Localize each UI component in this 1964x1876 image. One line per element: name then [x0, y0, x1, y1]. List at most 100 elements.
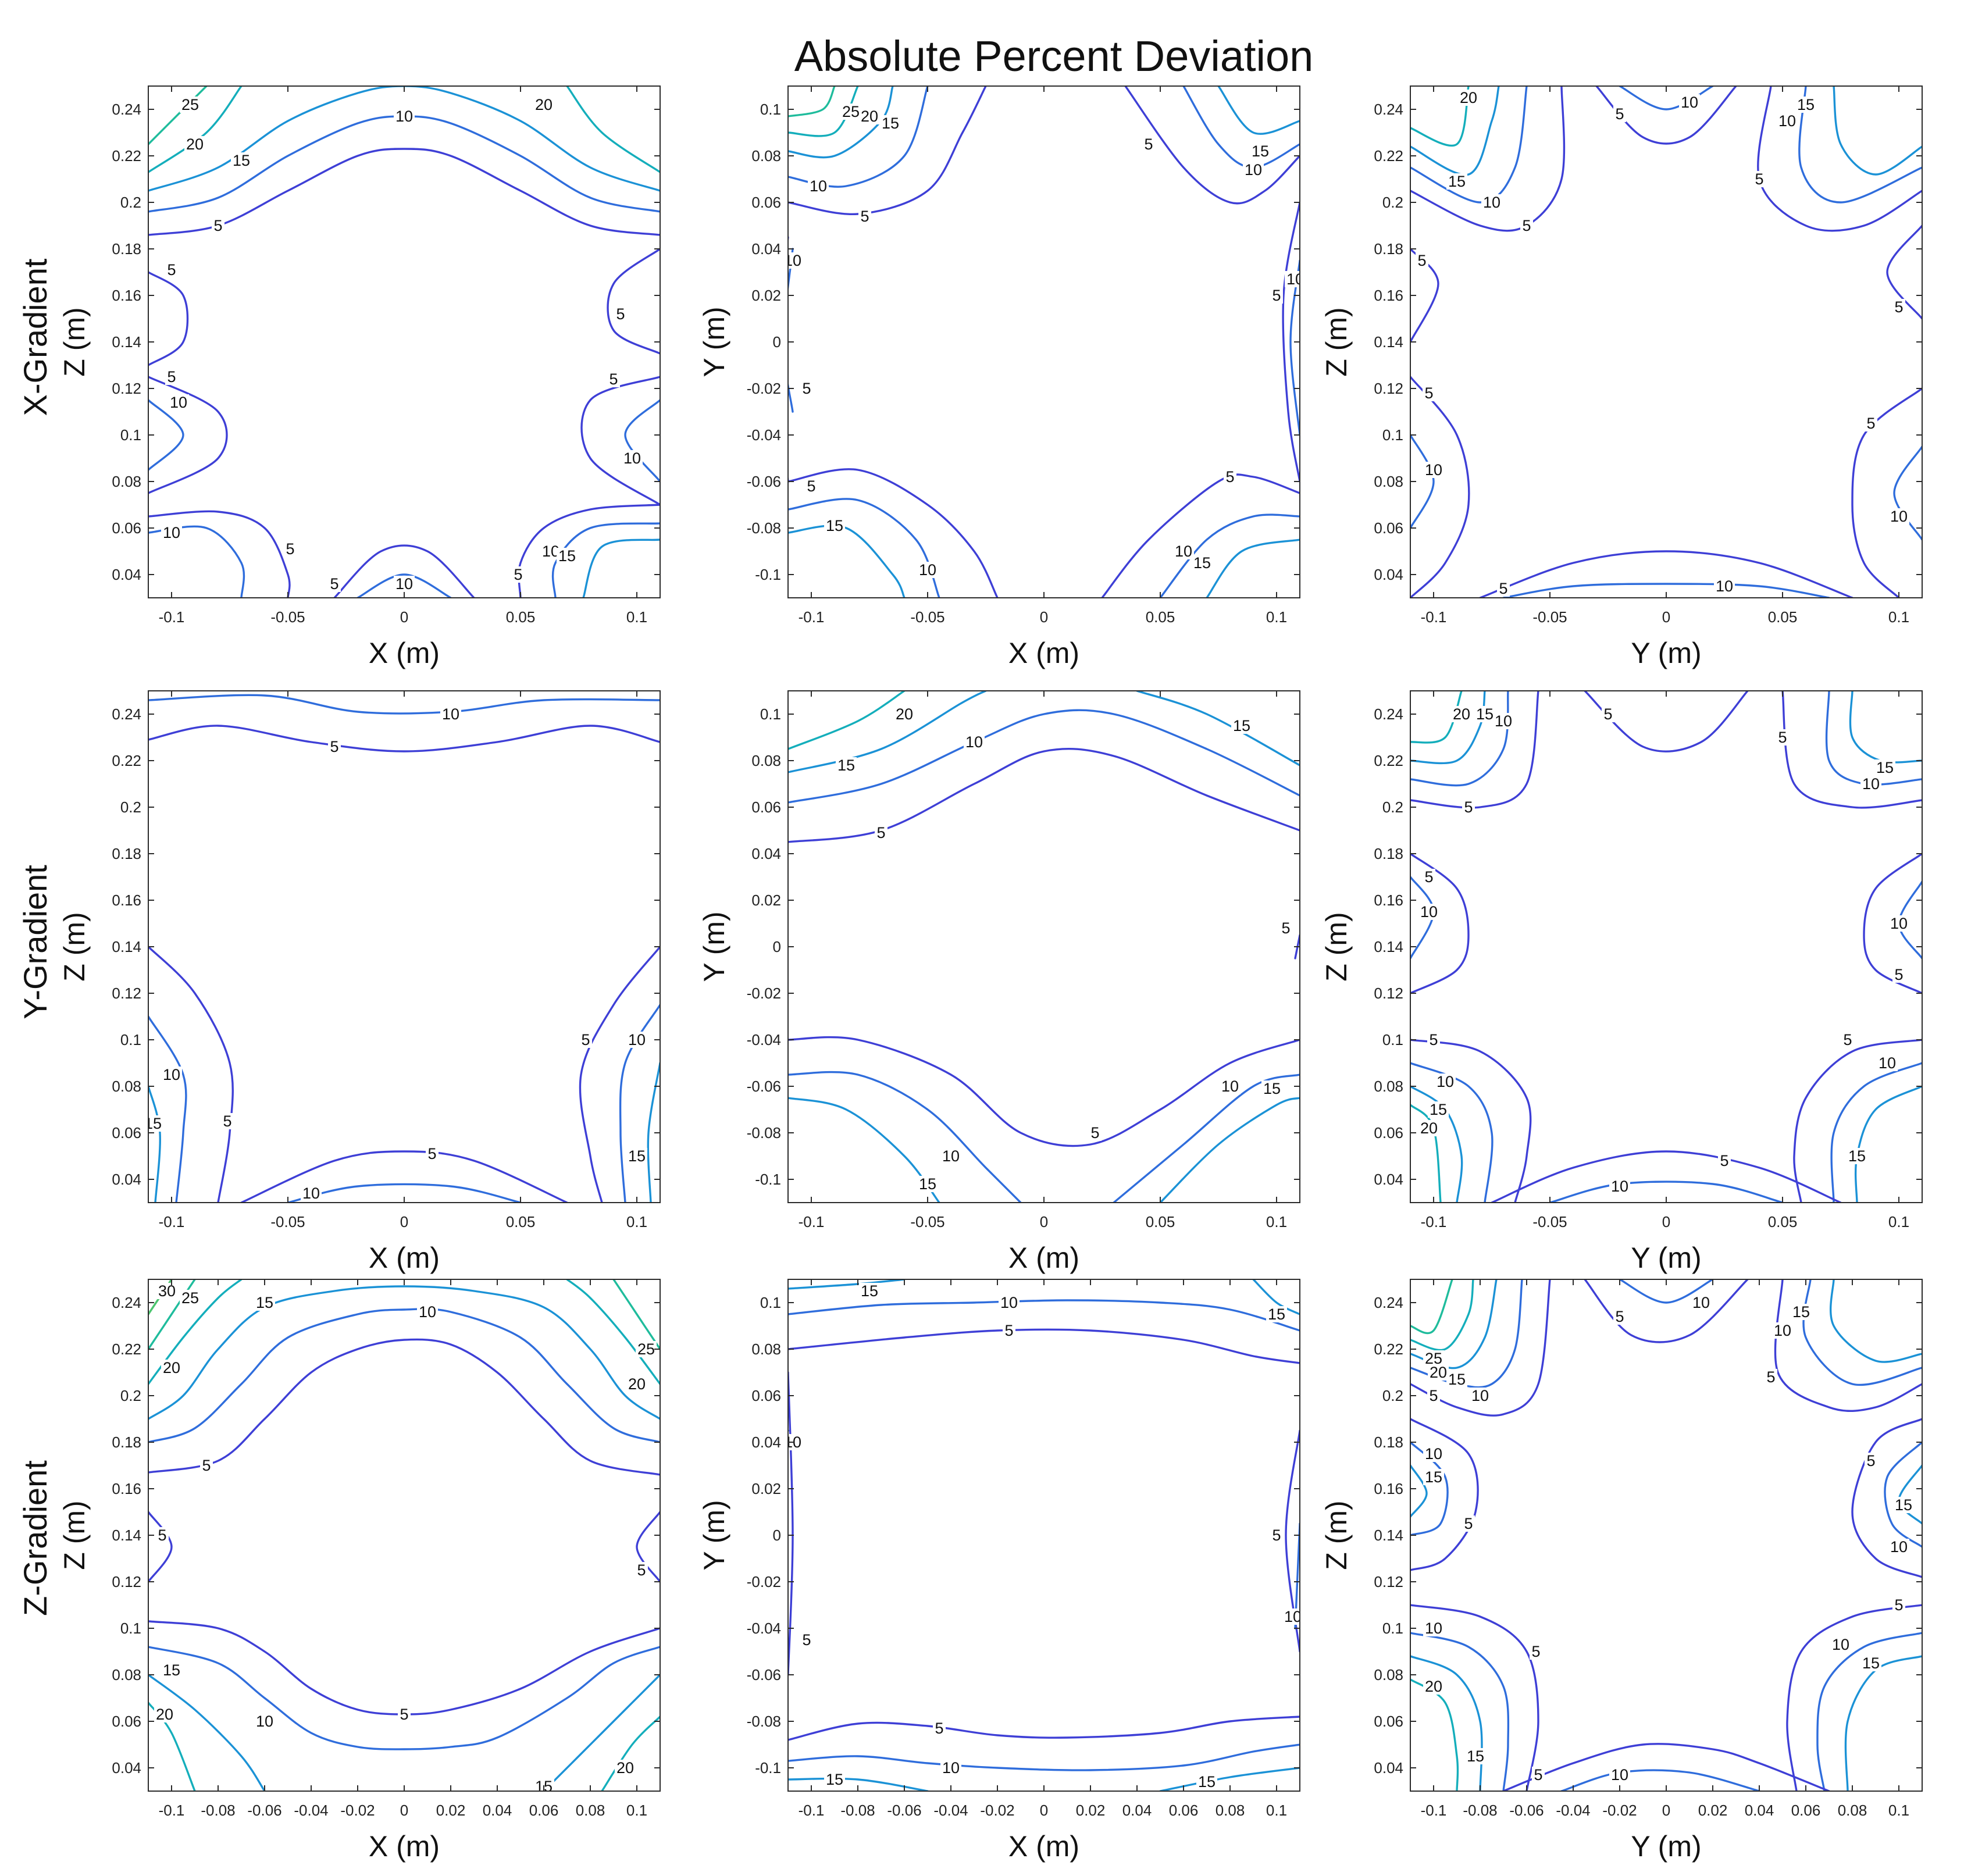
contour-label: 5: [935, 1720, 943, 1737]
contour-line-5: [1124, 86, 1300, 205]
x-tick-label: -0.04: [933, 1802, 968, 1819]
contour-line-10: [357, 573, 452, 598]
contour-line-10: [1893, 445, 1922, 541]
contour-label-bg: [1874, 759, 1895, 776]
contour-label: 10: [1420, 903, 1438, 921]
x-axis-label: Y (m): [1631, 1830, 1701, 1863]
contour-line-5: [788, 1328, 1300, 1364]
contour-label: 10: [170, 394, 187, 411]
contour-label: 5: [1534, 1766, 1542, 1784]
contour-line-10: [1560, 1769, 1760, 1791]
contour-label: 10: [1774, 1322, 1791, 1339]
contour-label-bg: [1470, 1388, 1491, 1404]
x-tick-label: 0.05: [506, 608, 536, 626]
contour-line-15: [1217, 86, 1300, 135]
contour-label-bg: [1865, 1453, 1877, 1469]
contour-label: 5: [1464, 798, 1473, 816]
contour-line-10: [148, 399, 184, 471]
contour-label: 20: [535, 96, 553, 113]
contour-label-bg: [1714, 578, 1735, 594]
contour-label-bg: [1847, 1148, 1867, 1164]
contour-label-bg: [1266, 1306, 1287, 1322]
contour-label: 15: [837, 757, 855, 774]
contour-label-bg: [1753, 171, 1766, 187]
x-tick-label: 0: [400, 1213, 408, 1231]
contour-label: 5: [330, 575, 338, 593]
contour-label-bg: [615, 1760, 636, 1776]
contour-label-bg: [148, 1115, 163, 1132]
contour-label-bg: [1691, 1294, 1712, 1311]
y-tick-label: 0.04: [1374, 566, 1403, 583]
y-tick-label: 0.04: [112, 1171, 141, 1188]
contour-label: 10: [163, 524, 180, 541]
contour-label-bg: [1765, 1369, 1777, 1385]
contour-label-bg: [836, 757, 857, 773]
contour-line-5: [788, 86, 987, 216]
contour-label: 20: [1460, 89, 1477, 106]
y-tick-label: 0.08: [1374, 473, 1403, 490]
plot-background: [1410, 1279, 1922, 1791]
contour-line-20: [1410, 1279, 1474, 1351]
contour-label-bg: [1609, 1178, 1630, 1194]
contour-label: 30: [158, 1282, 176, 1300]
contour-lines: [1410, 1279, 1922, 1791]
contour-label: 10: [1495, 712, 1512, 730]
contour-label: 5: [1531, 1643, 1540, 1660]
x-tick-label: 0: [400, 608, 408, 626]
x-tick-label: 0.1: [1888, 608, 1909, 626]
contour-label: 5: [581, 1031, 590, 1048]
x-tick-label: -0.1: [1421, 1213, 1447, 1231]
contour-label: 5: [1866, 1452, 1875, 1470]
y-tick-label: 0.1: [120, 426, 141, 444]
y-tick-label: 0.18: [1374, 845, 1403, 862]
contour-line-15: [1159, 1767, 1300, 1791]
x-tick-label: -0.06: [247, 1802, 281, 1819]
contour-label-bg: [858, 208, 871, 224]
y-tick-label: 0.16: [112, 891, 141, 909]
contour-label: 15: [1467, 1747, 1484, 1765]
contour-line-15: [1206, 538, 1300, 598]
contour-label-bg: [894, 706, 915, 722]
contour-label: 5: [167, 261, 176, 279]
contour-label: 10: [965, 733, 983, 751]
contour-label-bg: [1418, 904, 1439, 920]
contour-line-15: [1833, 86, 1922, 176]
contour-label: 15: [558, 547, 576, 565]
contour-label-bg: [607, 371, 620, 387]
contour-label-bg: [1089, 1125, 1102, 1141]
contour-label-bg: [1224, 469, 1236, 485]
contour-label: 25: [637, 1340, 655, 1358]
x-tick-label: -0.04: [1556, 1802, 1590, 1819]
contour-label: 5: [1004, 1322, 1013, 1339]
y-tick-label: 0.24: [1374, 705, 1403, 723]
contour-line-5: [788, 236, 789, 483]
panel-y-xy: 5 10 15 20 15 5 10 10 15 15 5 -0.1 -0.05 0 0.05 0.1 -0.1…: [698, 690, 1300, 1274]
contour-line-5: [1410, 1039, 1532, 1203]
contour-label-bg: [165, 262, 178, 278]
contour-label: 10: [919, 561, 936, 579]
contour-line-5: [1410, 853, 1470, 994]
y-axis-label: Z (m): [58, 912, 91, 981]
y-tick-label: 0.12: [112, 380, 141, 397]
contour-label: 10: [810, 177, 827, 195]
contour-label: 10: [395, 108, 413, 125]
row-label-z-gradient: Z-Gradient: [17, 1460, 54, 1616]
contour-label: 15: [826, 1771, 843, 1788]
contour-line-5: [1584, 1279, 1749, 1343]
contour-label-bg: [165, 369, 178, 385]
contour-label-bg: [940, 1760, 961, 1776]
contour-label-bg: [635, 1562, 648, 1578]
contour-line-5: [148, 510, 291, 598]
contour-label-bg: [1465, 1748, 1486, 1764]
contour-line-15: [1410, 1464, 1428, 1518]
x-tick-label: -0.05: [910, 608, 944, 626]
contour-label-bg: [328, 576, 341, 592]
contour-label-bg: [394, 108, 415, 124]
contour-label: 5: [1778, 729, 1787, 746]
panel-y-xz: 5 10 5 10 15 5 10 15 5 10 -0.1 -0.05 0 0.05 0.1 0.04 0.0…: [58, 690, 661, 1274]
x-tick-label: 0: [1040, 1802, 1048, 1819]
contour-label: 5: [514, 566, 522, 583]
contour-label: 10: [1483, 194, 1500, 211]
